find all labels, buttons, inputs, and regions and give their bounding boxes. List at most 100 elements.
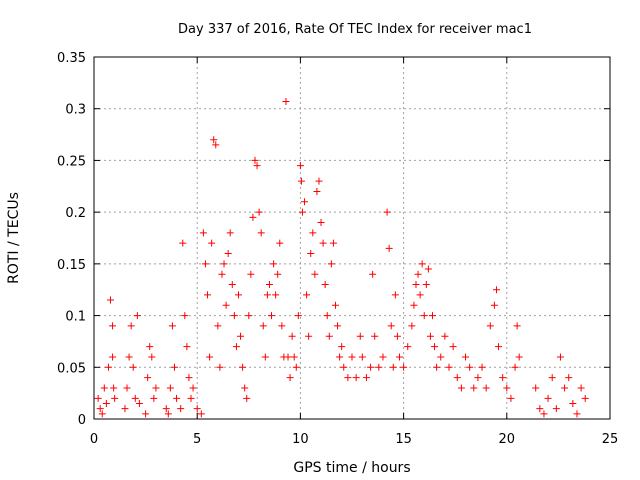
data-point [298,208,306,216]
data-point [270,260,278,268]
y-tick-label: 0.3 [65,103,86,118]
data-point [268,312,276,320]
data-point [123,384,131,392]
data-point [449,343,457,351]
data-point [573,410,581,418]
data-point [100,384,108,392]
data-point [129,363,137,371]
y-axis-label: ROTI / TECUs [6,192,22,284]
data-point [96,405,104,413]
data-point [109,353,117,361]
data-point [422,281,430,289]
y-tick-label: 0.15 [57,258,86,273]
data-point [317,218,325,226]
data-point [309,229,317,237]
data-point [536,405,544,413]
data-point [282,97,290,105]
data-point [321,281,329,289]
data-point [428,312,436,320]
data-point [109,322,117,330]
data-point [511,363,519,371]
data-point [292,363,300,371]
data-point [290,353,298,361]
data-point [389,363,397,371]
data-point [331,301,339,309]
data-point [400,363,408,371]
data-point [305,332,313,340]
x-tick-label: 10 [292,432,309,447]
data-point [187,394,195,402]
data-point [216,363,224,371]
data-point [503,384,511,392]
data-point [212,141,220,149]
data-point [457,384,465,392]
data-point [228,281,236,289]
x-axis-ticks: 0 5 10 15 20 25 [90,57,618,447]
y-tick-label: 0.35 [57,51,86,66]
data-point [540,410,548,418]
y-axis-ticks: 0 0.05 0.1 0.15 0.2 0.25 0.3 0.35 [57,51,610,428]
data-point [474,374,482,382]
data-point [323,312,331,320]
data-point [507,394,515,402]
data-point [189,384,197,392]
plot-area-border [93,56,611,420]
data-point [424,265,432,273]
data-point [470,384,478,392]
x-tick-label: 0 [90,432,98,447]
data-point [369,270,377,278]
data-point [199,229,207,237]
data-point [133,312,141,320]
data-point [241,384,249,392]
data-point [544,394,552,402]
data-point [183,343,191,351]
data-point [239,363,247,371]
data-point [577,384,585,392]
y-tick-label: 0.1 [65,310,86,325]
data-point [197,410,205,418]
data-point [201,260,209,268]
data-point [334,322,342,330]
data-point [257,229,265,237]
data-point [548,374,556,382]
y-tick-label: 0 [78,413,86,428]
x-tick-label: 20 [499,432,516,447]
data-point [218,270,226,278]
data-point [393,332,401,340]
data-point [431,343,439,351]
data-point [251,156,259,164]
data-point [426,332,434,340]
data-point [230,312,238,320]
data-point [226,229,234,237]
data-point [152,384,160,392]
data-point [404,343,412,351]
data-point [329,239,337,247]
data-point [214,322,222,330]
data-point [433,363,441,371]
data-point [515,353,523,361]
data-point [185,374,193,382]
data-point [410,301,418,309]
data-point [168,322,176,330]
data-point [492,286,500,294]
data-point [222,301,230,309]
data-point [110,384,118,392]
y-tick-label: 0.2 [65,206,86,221]
data-point [125,353,133,361]
data-point [94,394,102,402]
data-point [478,363,486,371]
data-point [486,322,494,330]
data-point [249,213,257,221]
x-axis-label: GPS time / hours [293,460,410,476]
data-point [385,244,393,252]
data-point [263,291,271,299]
data-point [358,353,366,361]
data-point [348,353,356,361]
data-point [294,312,302,320]
chart-title: Day 337 of 2016, Rate Of TEC Index for r… [178,22,532,37]
data-point [482,384,490,392]
data-point [107,296,115,304]
data-point [561,384,569,392]
data-point [391,291,399,299]
data-point [383,208,391,216]
